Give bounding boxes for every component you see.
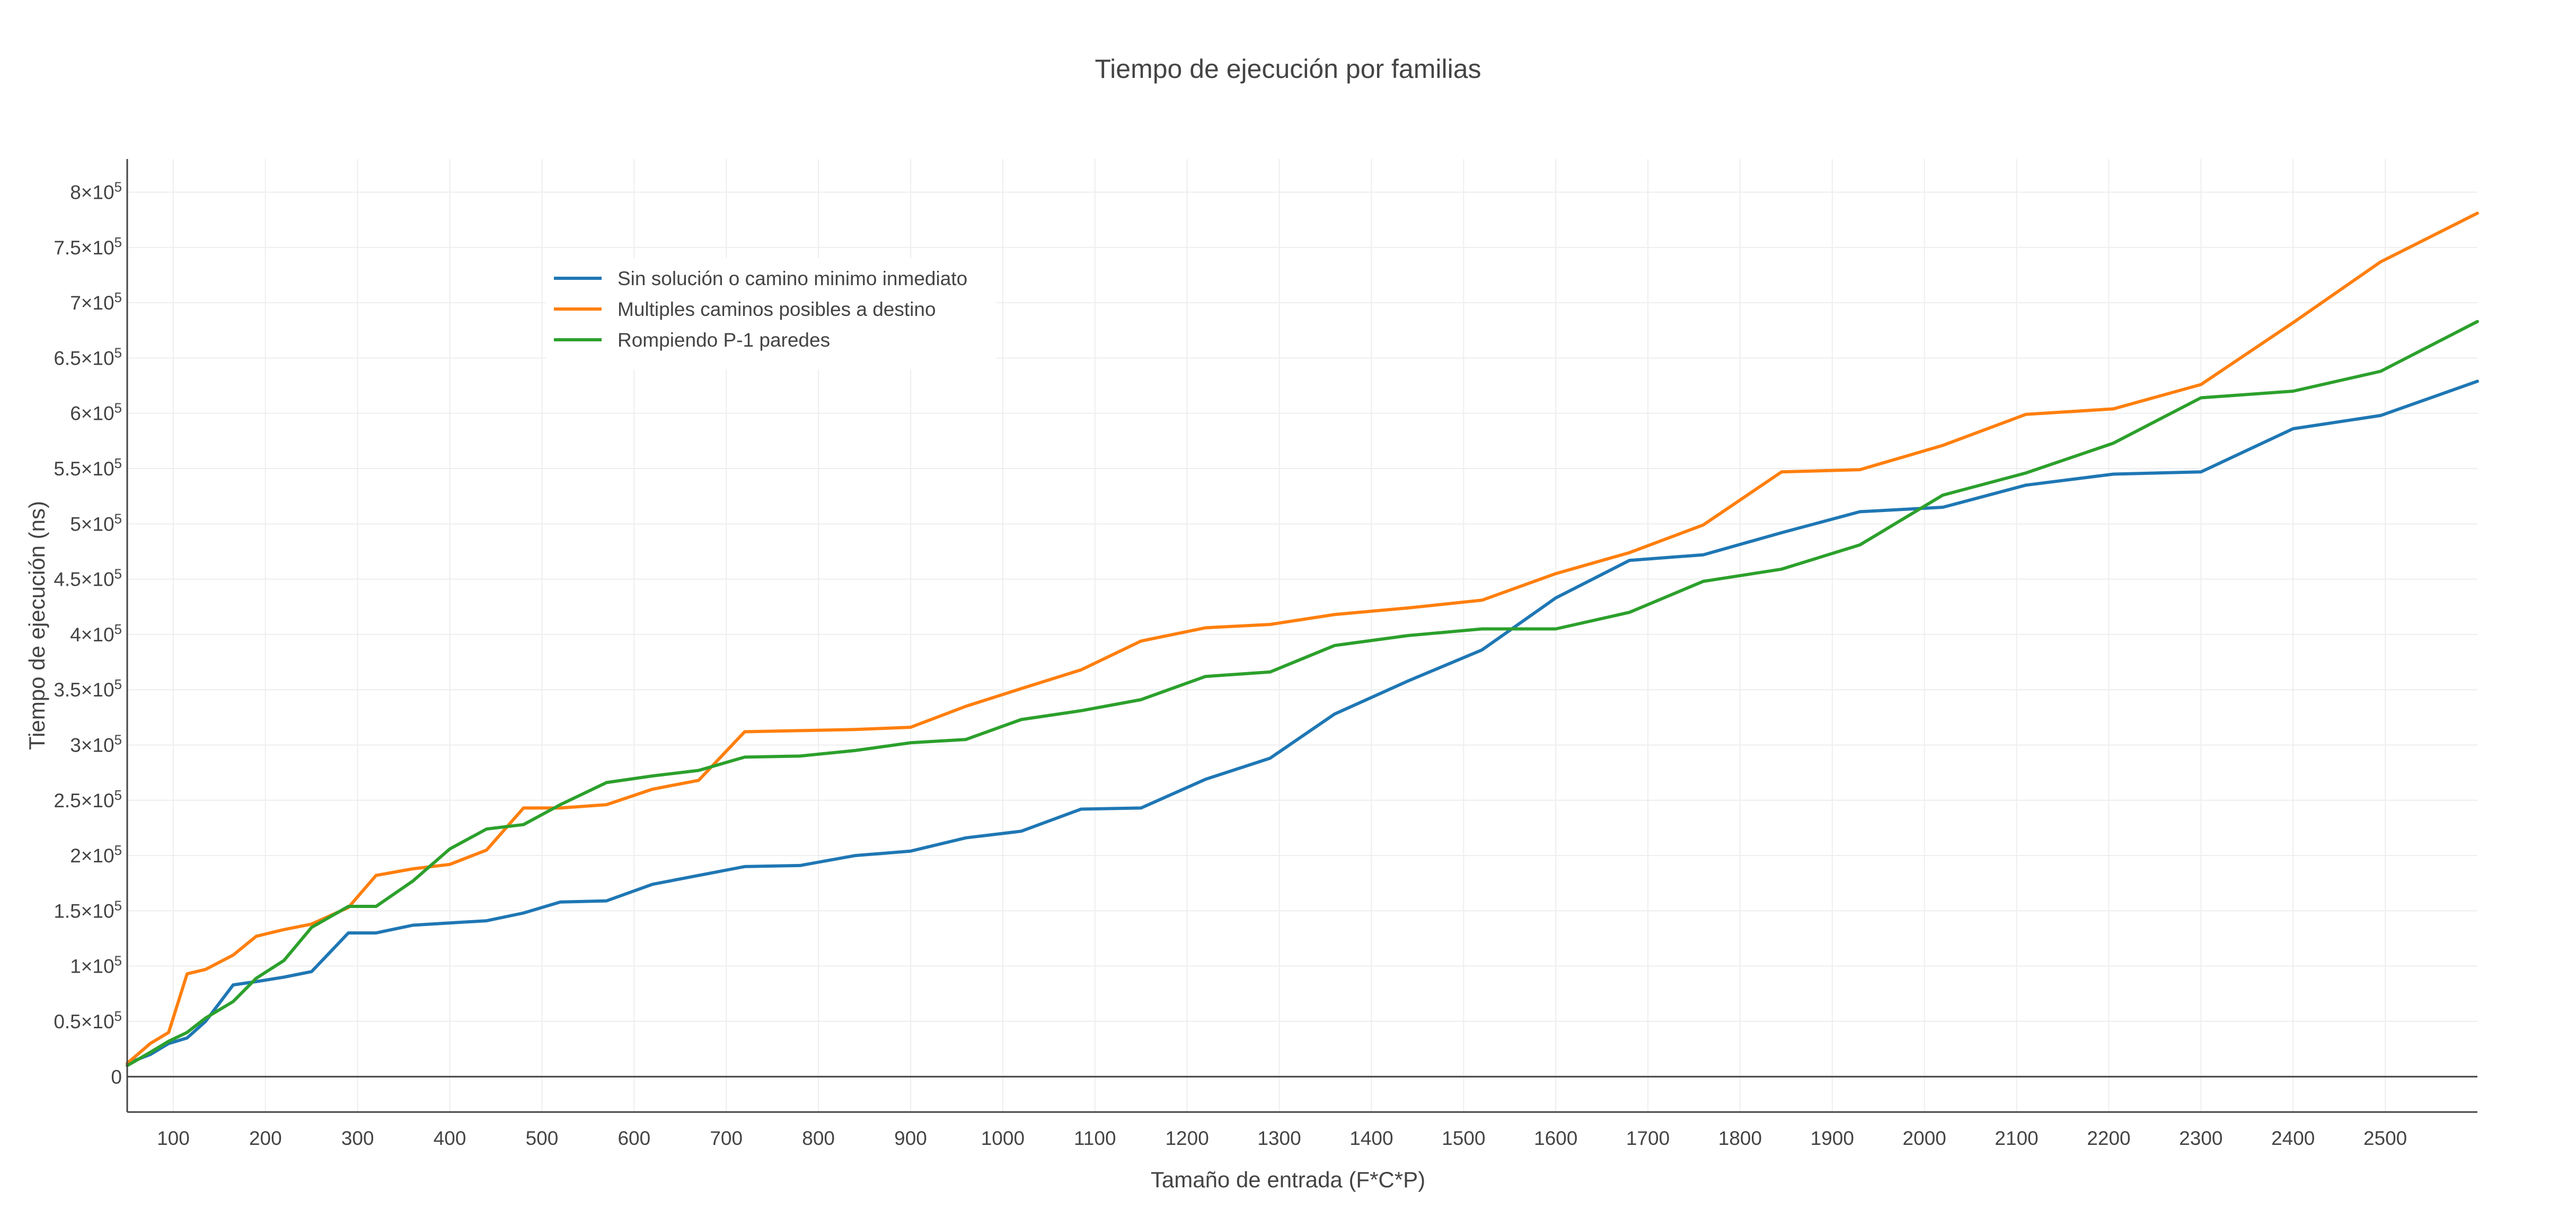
x-tick-label: 400 <box>434 1127 466 1149</box>
chart-title: Tiempo de ejecución por familias <box>1095 54 1481 84</box>
x-tick-label: 1800 <box>1718 1127 1762 1149</box>
x-tick-label: 1600 <box>1534 1127 1577 1149</box>
y-tick-label: 3.5×105 <box>54 676 122 701</box>
x-tick-label: 2400 <box>2271 1127 2315 1149</box>
x-tick-label: 1000 <box>981 1127 1025 1149</box>
y-tick-label: 2×105 <box>70 842 122 867</box>
x-tick-label: 300 <box>341 1127 374 1149</box>
y-tick-label: 0 <box>111 1066 122 1088</box>
x-tick-label: 1700 <box>1626 1127 1670 1149</box>
x-tick-label: 1500 <box>1442 1127 1485 1149</box>
x-tick-label: 500 <box>526 1127 559 1149</box>
y-tick-label: 0.5×105 <box>54 1008 122 1033</box>
x-tick-label: 900 <box>894 1127 927 1149</box>
x-tick-label: 2300 <box>2179 1127 2222 1149</box>
y-tick-label: 8×105 <box>70 179 122 204</box>
legend: Sin solución o camino minimo inmediato Mu… <box>546 258 996 369</box>
y-tick-label: 6.5×105 <box>54 345 122 369</box>
x-tick-label: 700 <box>710 1127 743 1149</box>
legend-label: Rompiendo P-1 paredes <box>617 329 830 351</box>
x-tick-label: 2000 <box>1903 1127 1946 1149</box>
series-line-3 <box>126 320 2479 1068</box>
legend-label: Sin solución o camino minimo inmediato <box>617 268 967 289</box>
y-tick-label: 3×105 <box>70 731 122 756</box>
x-tick-label: 1100 <box>1074 1127 1116 1149</box>
y-tick-label: 1×105 <box>70 953 122 977</box>
series-line-1 <box>126 380 2479 1065</box>
x-tick-label: 2100 <box>1995 1127 2038 1149</box>
x-tick-label: 2200 <box>2087 1127 2130 1149</box>
legend-label: Multiples caminos posibles a destino <box>617 298 936 320</box>
y-tick-label: 1.5×105 <box>54 897 122 922</box>
x-tick-label: 200 <box>249 1127 282 1149</box>
x-tick-label: 1300 <box>1257 1127 1301 1149</box>
x-tick-label: 1200 <box>1165 1127 1208 1149</box>
x-tick-label: 1900 <box>1811 1127 1854 1149</box>
x-tick-label: 2500 <box>2363 1127 2407 1149</box>
x-axis-title: Tamaño de entrada (F*C*P) <box>1151 1167 1425 1192</box>
y-tick-label: 5.5×105 <box>54 455 122 480</box>
legend-background <box>546 258 996 369</box>
tick-labels: 100 200 300 400 500 600 700 800 900 1000 1100 1200 1… <box>54 179 2407 1149</box>
series-lines <box>126 211 2479 1068</box>
y-tick-label: 4×105 <box>70 621 122 646</box>
y-tick-label: 2.5×105 <box>54 787 122 812</box>
x-tick-label: 600 <box>617 1127 650 1149</box>
axes <box>126 159 2477 1113</box>
x-tick-label: 100 <box>157 1127 190 1149</box>
series-line-2 <box>126 211 2479 1065</box>
y-axis-title: Tiempo de ejecución (ns) <box>24 501 49 750</box>
y-tick-label: 5×105 <box>70 510 122 535</box>
x-tick-label: 1400 <box>1349 1127 1393 1149</box>
x-tick-label: 800 <box>802 1127 835 1149</box>
y-tick-label: 4.5×105 <box>54 566 122 590</box>
y-tick-label: 7.5×105 <box>54 234 122 259</box>
y-tick-label: 7×105 <box>70 289 122 314</box>
y-tick-label: 6×105 <box>70 400 122 425</box>
